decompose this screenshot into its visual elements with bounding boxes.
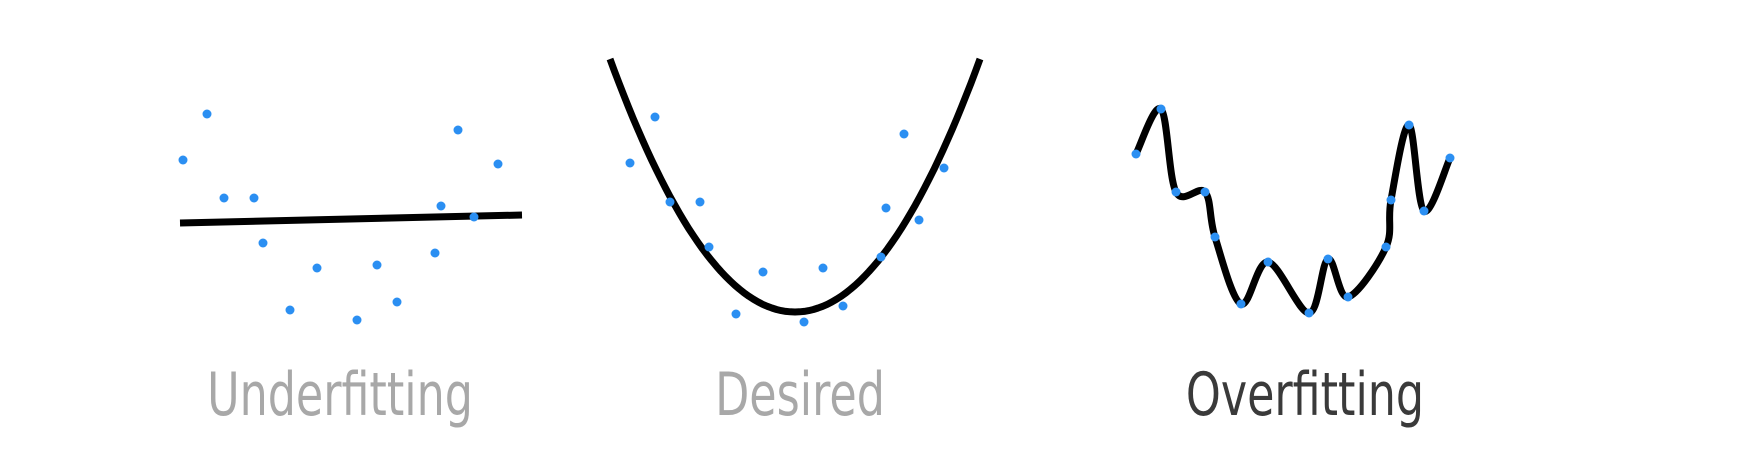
data-point [352,315,362,325]
data-point [1210,232,1220,242]
data-point [1386,195,1396,205]
data-point [453,125,463,135]
data-point [219,193,229,203]
data-point [392,297,402,307]
data-point [372,260,382,270]
data-point [695,197,705,207]
data-point [914,215,924,225]
data-point [818,263,828,273]
desired-panel [606,57,984,327]
data-point [799,317,809,327]
data-point [1343,292,1353,302]
data-point [838,301,848,311]
data-point [1323,254,1333,264]
data-point [1236,299,1246,309]
overfit-curve [1132,105,1454,317]
data-point [758,267,768,277]
desired-label: Desired [715,360,885,430]
data-point [258,238,268,248]
data-point [469,212,479,222]
data-point [1381,242,1391,252]
data-point [899,129,909,139]
data-point [876,252,886,262]
data-point [249,193,259,203]
data-point [430,248,440,258]
data-point [202,109,212,119]
underfitting-label: Underfitting [207,360,473,430]
overfitting-panel [1131,104,1455,318]
data-point [312,263,322,273]
underfitting-panel [178,109,523,325]
data-point [1404,120,1414,130]
data-point [1131,149,1141,159]
data-point [665,197,675,207]
data-point [178,155,188,165]
data-point [881,203,891,213]
data-point [1200,187,1210,197]
data-point [1263,257,1273,267]
data-point [704,242,714,252]
underfit-line [179,211,523,227]
data-point [731,309,741,319]
data-point [625,158,635,168]
data-point [1171,187,1181,197]
data-point [436,201,446,211]
data-point [1304,308,1314,318]
overfitting-label: Overfitting [1185,360,1425,430]
desired-curve [606,57,984,316]
data-point [1445,153,1455,163]
data-point [650,112,660,122]
data-point [1419,206,1429,216]
data-point [493,159,503,169]
data-point [1156,104,1166,114]
data-point [285,305,295,315]
data-point [939,163,949,173]
